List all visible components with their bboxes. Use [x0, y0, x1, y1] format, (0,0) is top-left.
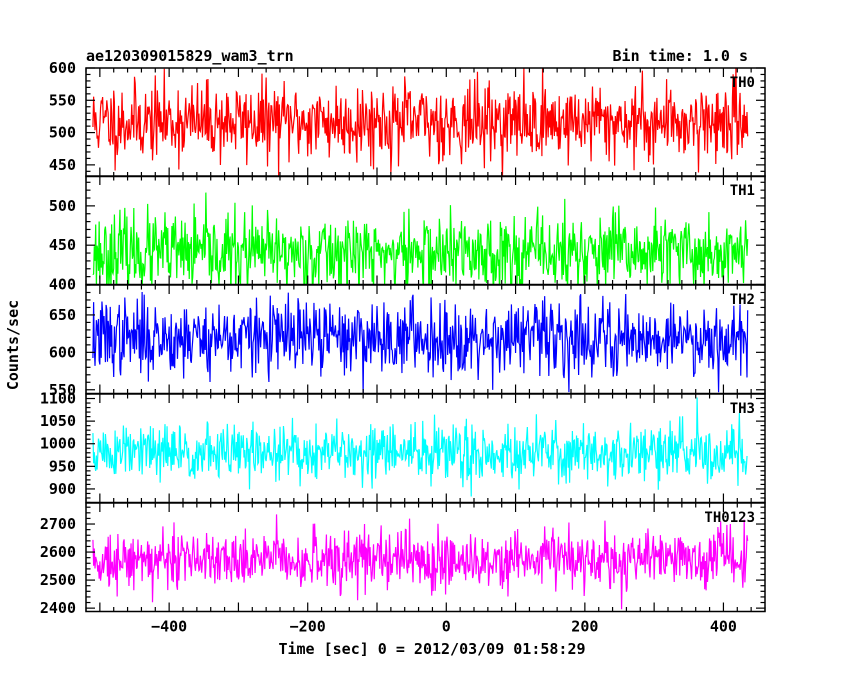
y-tick-label: 500 [49, 124, 76, 142]
y-tick-label: 450 [49, 236, 76, 254]
y-tick-label: 1100 [40, 390, 76, 408]
y-axis-label: Counts/sec [4, 300, 22, 390]
chart-title: ae120309015829_wam3_trn [86, 47, 294, 65]
series-line-th0 [92, 68, 749, 177]
series-line-th0123 [92, 514, 749, 610]
y-tick-label: 950 [49, 457, 76, 475]
x-tick-label: 200 [571, 618, 598, 636]
panel-th0123: 2400 2500 2600 2700 TH0123 [40, 502, 766, 617]
panel-label-th1: TH1 [730, 183, 755, 199]
y-tick-label: 2600 [40, 543, 76, 561]
y-tick-label: 1050 [40, 412, 76, 430]
panel-th2: 550 600 650 TH2 [49, 284, 766, 399]
x-axis-label: Time [sec] 0 = 2012/03/09 01:58:29 [278, 640, 585, 658]
y-tick-label: 900 [49, 480, 76, 498]
y-tick-label: 600 [49, 343, 76, 361]
y-tick-label: 450 [49, 156, 76, 174]
x-tick-label: 400 [710, 618, 737, 636]
panel-th3: 900 950 1000 1050 1100 TH3 [40, 390, 766, 504]
y-tick-label: 600 [49, 59, 76, 77]
bin-time-label: Bin time: 1.0 s [613, 47, 748, 65]
x-tick-label: −400 [151, 618, 187, 636]
y-tick-label: 2400 [40, 599, 76, 617]
y-tick-label: 550 [49, 91, 76, 109]
panels-group: 450 500 550 600 TH0 400 450 500 TH1 550 600 650 TH2 9… [40, 59, 766, 617]
panel-th0: 450 500 550 600 TH0 [49, 59, 766, 178]
x-axis: −400 −200 0 200 400 [151, 618, 737, 636]
panel-label-th3: TH3 [730, 401, 755, 417]
panel-label-th0: TH0 [730, 75, 755, 91]
y-tick-label: 2700 [40, 515, 76, 533]
y-tick-label: 2500 [40, 571, 76, 589]
panel-label-th0123: TH0123 [704, 510, 755, 526]
x-tick-label: 0 [442, 618, 451, 636]
series-line-th1 [92, 192, 749, 285]
y-tick-label: 650 [49, 306, 76, 324]
series-line-th2 [92, 291, 749, 394]
series-line-th3 [92, 397, 748, 497]
y-tick-label: 1000 [40, 435, 76, 453]
x-tick-label: −200 [290, 618, 326, 636]
panel-th1: 400 450 500 TH1 [49, 175, 766, 294]
y-tick-label: 550 [49, 381, 76, 399]
y-tick-label: 500 [49, 197, 76, 215]
y-tick-label: 400 [49, 276, 76, 294]
panel-label-th2: TH2 [730, 292, 755, 308]
